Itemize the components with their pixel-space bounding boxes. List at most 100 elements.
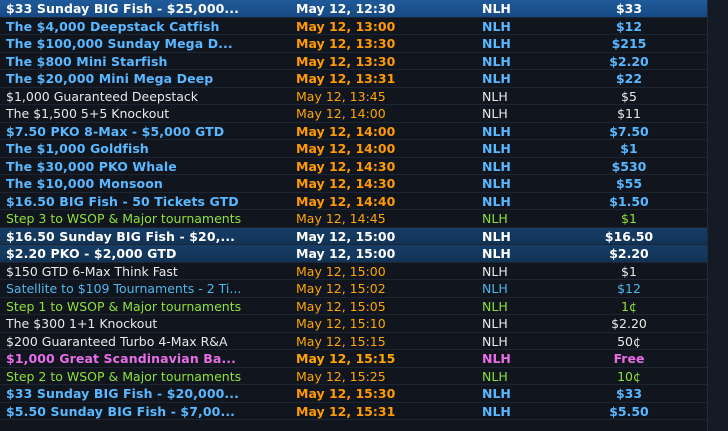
- tournament-start-date: May 12, 15:00: [296, 246, 396, 261]
- tournament-name: The $1,500 5+5 Knockout: [6, 106, 170, 121]
- tournament-start-date: May 12, 15:30: [296, 386, 396, 401]
- tournament-game-type: NLH: [482, 123, 511, 139]
- tournament-game-type: NLH: [482, 158, 511, 174]
- tournament-game-type: NLH: [482, 316, 508, 331]
- tournament-name: $200 Guaranteed Turbo 4-Max R&A: [6, 333, 228, 349]
- tournament-game-type: NLH: [482, 141, 511, 156]
- tournament-buyin: $16.50: [604, 228, 654, 244]
- tournament-buyin: $1.50: [609, 193, 649, 209]
- tournament-game-type: NLH: [482, 386, 511, 401]
- tournament-buyin: 50¢: [617, 333, 641, 349]
- tournament-game-type: NLH: [482, 71, 511, 86]
- tournament-name: $16.50 Sunday BIG Fish - $20,...: [6, 228, 236, 244]
- tournament-game-type: NLH: [482, 263, 508, 279]
- tournament-buyin: $7.50: [609, 123, 649, 139]
- tournament-name: The $1,000 Goldfish: [6, 141, 149, 156]
- tournament-row[interactable]: Step 1 to WSOP & Major tournaments May 12…: [0, 297, 728, 315]
- scrollbar[interactable]: [707, 0, 728, 431]
- tournament-buyin: $22: [615, 71, 643, 86]
- tournament-start-date: May 12, 13:30: [296, 53, 396, 69]
- tournament-buyin: $55: [615, 176, 643, 191]
- tournament-buyin: $1: [620, 141, 638, 156]
- tournament-row[interactable]: $16.50 Sunday BIG Fish - $20,... May 12, …: [0, 227, 728, 245]
- tournament-start-date: May 12, 15:10: [296, 316, 386, 331]
- tournament-row[interactable]: The $800 Mini Starfish May 12, 13:30 NLH $2…: [0, 52, 728, 70]
- tournament-buyin: $1: [621, 211, 637, 226]
- tournament-game-type: NLH: [482, 281, 508, 296]
- tournament-buyin: $33: [615, 386, 643, 401]
- tournament-game-type: NLH: [482, 88, 508, 104]
- tournament-name: The $4,000 Deepstack Catfish: [6, 18, 220, 34]
- tournament-row[interactable]: The $300 1+1 Knockout May 12, 15:10 NLH $2.…: [0, 315, 728, 333]
- tournament-name: $5.50 Sunday BIG Fish - $7,00...: [6, 403, 236, 419]
- tournament-row[interactable]: The $1,500 5+5 Knockout May 12, 14:00 NLH $…: [0, 105, 728, 123]
- tournament-buyin: $2.20: [609, 53, 649, 69]
- tournament-game-type: NLH: [482, 53, 511, 69]
- tournament-row[interactable]: Step 2 to WSOP & Major tournaments May 12…: [0, 367, 728, 385]
- tournament-row[interactable]: The $10,000 Monsoon May 12, 14:30 NLH $55: [0, 175, 728, 193]
- tournament-row[interactable]: $7.50 PKO 8-Max - $5,000 GTD May 12, 14:0…: [0, 122, 728, 140]
- tournament-name: The $800 Mini Starfish: [6, 53, 168, 69]
- tournament-start-date: May 12, 13:30: [296, 36, 396, 51]
- tournament-row[interactable]: Step 3 to WSOP & Major tournaments May 12…: [0, 210, 728, 228]
- tournament-start-date: May 12, 15:15: [296, 333, 386, 349]
- tournament-row[interactable]: $5.50 Sunday BIG Fish - $7,00... May 12, …: [0, 402, 728, 420]
- tournament-game-type: NLH: [482, 351, 511, 366]
- tournament-buyin: $5: [621, 88, 637, 104]
- tournament-name: $1,000 Great Scandinavian Ba...: [6, 351, 236, 366]
- tournament-row[interactable]: The $20,000 Mini Mega Deep May 12, 13:31 N…: [0, 70, 728, 88]
- tournament-buyin: 1¢: [621, 298, 637, 314]
- tournament-row[interactable]: $1,000 Guaranteed Deepstack May 12, 13:45…: [0, 87, 728, 105]
- tournament-row[interactable]: The $4,000 Deepstack Catfish May 12, 13:0…: [0, 17, 728, 35]
- tournament-row[interactable]: $16.50 BIG Fish - 50 Tickets GTD May 12, …: [0, 192, 728, 210]
- tournament-game-type: NLH: [482, 36, 511, 51]
- tournament-name: The $10,000 Monsoon: [6, 176, 163, 191]
- tournament-row[interactable]: $1,000 Great Scandinavian Ba... May 12, 1…: [0, 350, 728, 368]
- tournament-start-date: May 12, 14:30: [296, 158, 396, 174]
- tournament-game-type: NLH: [482, 1, 511, 16]
- tournament-buyin: Free: [613, 351, 645, 366]
- tournament-buyin: $215: [611, 36, 647, 51]
- tournament-start-date: May 12, 14:00: [296, 141, 396, 156]
- tournament-game-type: NLH: [482, 298, 508, 314]
- tournament-row[interactable]: $33 Sunday BIG Fish - $25,000... May 12, …: [0, 0, 728, 18]
- tournament-row[interactable]: The $30,000 PKO Whale May 12, 14:30 NLH $53…: [0, 157, 728, 175]
- tournament-buyin: $11: [617, 106, 641, 121]
- tournament-game-type: NLH: [482, 211, 508, 226]
- tournament-name: $16.50 BIG Fish - 50 Tickets GTD: [6, 193, 239, 209]
- tournament-name: $33 Sunday BIG Fish - $25,000...: [6, 1, 239, 16]
- tournament-buyin: $5.50: [609, 403, 649, 419]
- tournament-row[interactable]: Satellite to $109 Tournaments - 2 Ti... M…: [0, 280, 728, 298]
- tournament-buyin: 10¢: [617, 368, 641, 384]
- tournament-list: $33 Sunday BIG Fish - $25,000... May 12, …: [0, 0, 728, 420]
- tournament-name: The $20,000 Mini Mega Deep: [6, 71, 214, 86]
- tournament-start-date: May 12, 15:02: [296, 281, 386, 296]
- tournament-row[interactable]: The $1,000 Goldfish May 12, 14:00 NLH $1: [0, 140, 728, 158]
- tournament-buyin: $530: [611, 158, 647, 174]
- tournament-game-type: NLH: [482, 106, 508, 121]
- tournament-name: The $300 1+1 Knockout: [6, 316, 158, 331]
- tournament-start-date: May 12, 15:00: [296, 263, 386, 279]
- tournament-buyin: $12: [615, 18, 643, 34]
- tournament-start-date: May 12, 13:45: [296, 88, 386, 104]
- tournament-name: $33 Sunday BIG Fish - $20,000...: [6, 386, 239, 401]
- tournament-start-date: May 12, 14:30: [296, 176, 396, 191]
- tournament-start-date: May 12, 14:00: [296, 106, 386, 121]
- tournament-row[interactable]: The $100,000 Sunday Mega D... May 12, 13:…: [0, 35, 728, 53]
- tournament-buyin: $12: [617, 281, 641, 296]
- tournament-name: The $100,000 Sunday Mega D...: [6, 36, 233, 51]
- tournament-game-type: NLH: [482, 333, 508, 349]
- tournament-start-date: May 12, 14:40: [296, 193, 396, 209]
- tournament-row[interactable]: $200 Guaranteed Turbo 4-Max R&A May 12, 1…: [0, 332, 728, 350]
- tournament-start-date: May 12, 13:31: [296, 71, 396, 86]
- tournament-game-type: NLH: [482, 18, 511, 34]
- tournament-start-date: May 12, 13:00: [296, 18, 396, 34]
- tournament-row[interactable]: $33 Sunday BIG Fish - $20,000... May 12, …: [0, 385, 728, 403]
- tournament-row[interactable]: $2.20 PKO - $2,000 GTD May 12, 15:00 NLH $2…: [0, 245, 728, 263]
- tournament-start-date: May 12, 14:00: [296, 123, 396, 139]
- tournament-name: $1,000 Guaranteed Deepstack: [6, 88, 199, 104]
- tournament-row[interactable]: $150 GTD 6-Max Think Fast May 12, 15:00 NL…: [0, 262, 728, 280]
- tournament-start-date: May 12, 15:05: [296, 298, 386, 314]
- tournament-start-date: May 12, 15:15: [296, 351, 396, 366]
